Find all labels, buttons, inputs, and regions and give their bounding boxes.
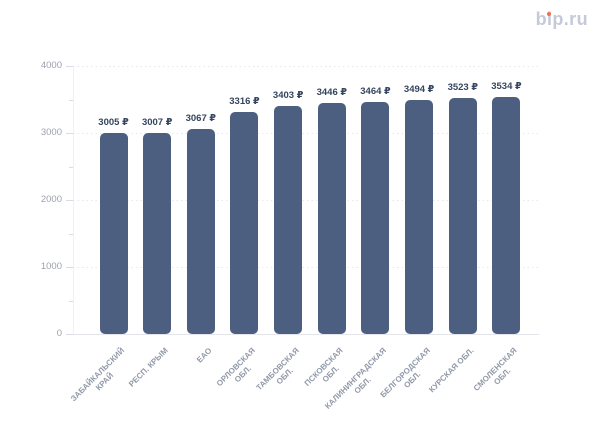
y-axis-tick: [69, 166, 73, 168]
logo-text: bip.ru: [535, 9, 588, 29]
bar-value-label: 3464 ₽: [360, 85, 391, 97]
y-axis-tick: [69, 233, 73, 235]
bar-value-label: 3403 ₽: [272, 89, 304, 101]
y-axis-tick-label: 1000: [40, 261, 62, 272]
bar-value-label: 3067 ₽: [185, 112, 216, 124]
x-axis-category-label: ЕАО: [194, 346, 214, 365]
y-axis-tick: [66, 66, 73, 67]
y-axis-tick: [66, 267, 73, 268]
y-axis-tick-label: 2000: [40, 194, 62, 205]
logo-bip-ru[interactable]: bip.ru: [536, 9, 588, 31]
bar-value-label: 3316 ₽: [229, 95, 260, 107]
gridline: [73, 200, 539, 201]
x-axis-category-label: ЗАБАЙКАЛЬСКИЙ КРАЙ: [68, 346, 126, 404]
bar[interactable]: [186, 128, 215, 334]
y-axis-tick-label: 3000: [40, 127, 62, 138]
y-axis-tick: [66, 334, 73, 335]
bar[interactable]: [492, 97, 521, 334]
bar[interactable]: [317, 103, 346, 334]
x-axis-category-label: ТАМБОВСКАЯ ОБЛ.: [254, 346, 301, 393]
gridline: [73, 66, 539, 67]
y-axis-tick-label: 0: [56, 328, 62, 339]
x-axis-category-label: СМОЛЕНСКАЯ ОБЛ.: [471, 346, 519, 393]
y-axis-tick-label: 4000: [40, 60, 62, 71]
y-axis-tick: [66, 133, 73, 134]
bar[interactable]: [405, 99, 434, 334]
bar[interactable]: [99, 132, 128, 334]
bar-value-label: 3534 ₽: [491, 81, 522, 93]
bar[interactable]: [143, 132, 172, 334]
x-axis-category-label: РЕСП. КРЫМ: [126, 346, 170, 389]
x-axis-category-label: КУРСКАЯ ОБЛ.: [426, 346, 476, 395]
bar-value-label: 3494 ₽: [403, 83, 435, 95]
bar-value-label: 3005 ₽: [98, 116, 129, 128]
bar[interactable]: [230, 111, 259, 334]
gridline: [73, 133, 539, 134]
bar-value-label: 3446 ₽: [316, 87, 347, 99]
y-axis-tick: [69, 300, 73, 302]
x-axis-line: [73, 334, 539, 335]
y-axis-tick: [69, 99, 73, 101]
logo-i-dot-icon: [547, 12, 552, 17]
bar[interactable]: [448, 97, 477, 334]
gridline: [73, 267, 539, 268]
bar-value-label: 3007 ₽: [141, 116, 173, 128]
bar-value-label: 3523 ₽: [447, 81, 478, 93]
bar[interactable]: [361, 101, 390, 334]
bar[interactable]: [274, 105, 303, 334]
y-axis-tick: [66, 200, 73, 201]
